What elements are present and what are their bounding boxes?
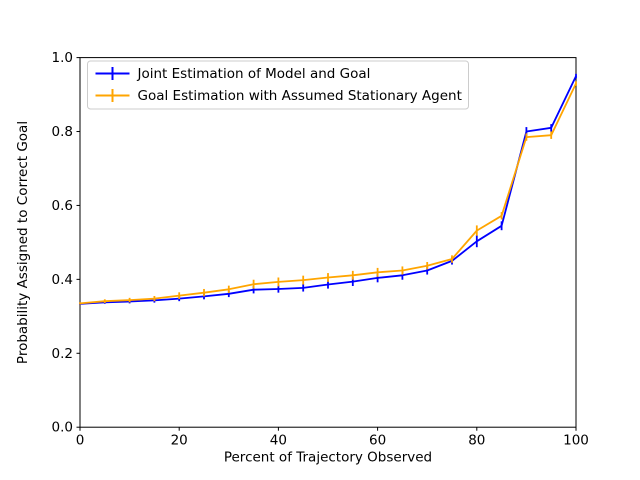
y-tick-label: 0.8 [52,124,73,140]
series-line [79,83,577,305]
x-tick-label: 60 [369,433,386,449]
x-tick-label: 40 [270,433,287,449]
legend-label: Joint Estimation of Model and Goal [137,66,371,82]
x-tick-label: 80 [468,433,485,449]
y-tick-label: 0.2 [52,346,73,362]
y-axis-label: Probability Assigned to Correct Goal [15,121,31,364]
y-tick-label: 1.0 [52,50,73,66]
x-axis-label: Percent of Trajectory Observed [224,450,432,466]
legend-label: Goal Estimation with Assumed Stationary … [138,88,462,104]
y-tick-label: 0.4 [52,272,73,288]
series-1 [79,81,577,305]
y-tick-label: 0.6 [52,198,73,214]
series-line [79,75,577,305]
legend-box [87,60,469,110]
legend: Joint Estimation of Model and Goal Goal E… [87,60,469,110]
plot-area: 0 20 40 60 80 100 0.0 0.2 0.4 0.6 0.8 1.0 Joint Esti… [52,50,589,449]
x-tick-label: 100 [563,433,589,449]
axes-spines [79,57,577,428]
y-tick-label: 0.0 [52,420,73,436]
x-tick-label: 20 [171,433,188,449]
x-tick-label: 0 [76,433,85,449]
